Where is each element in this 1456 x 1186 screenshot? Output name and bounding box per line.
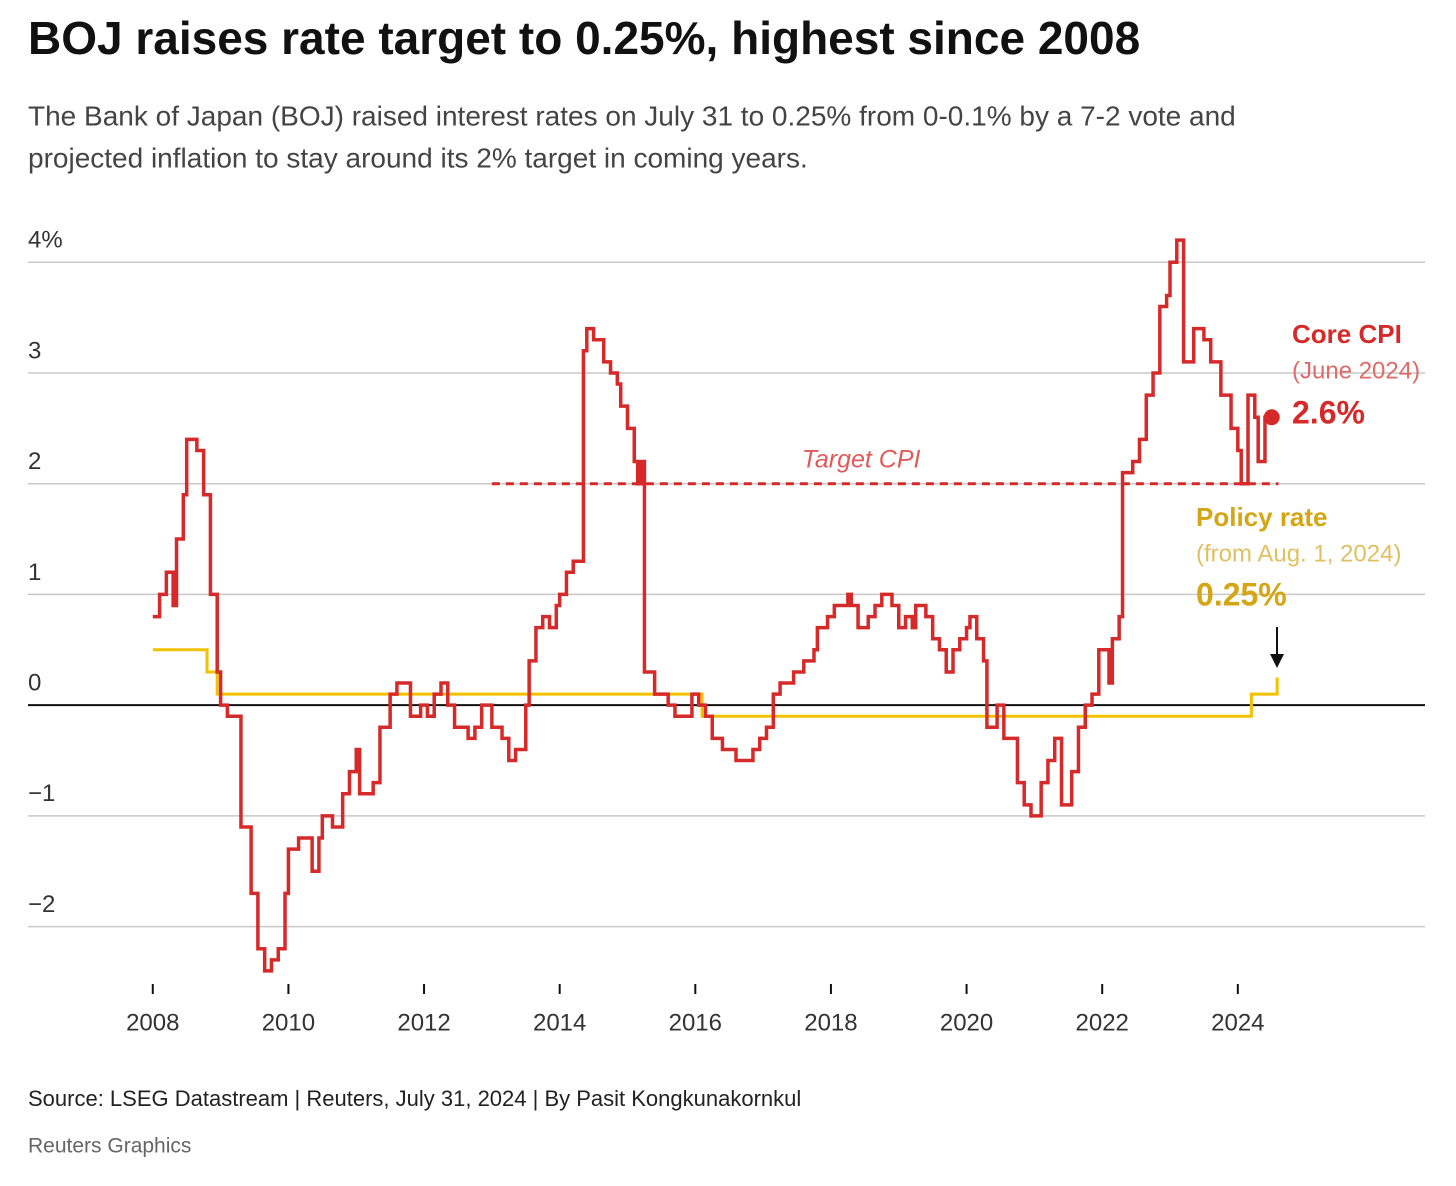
- credit: Reuters Graphics: [28, 1135, 191, 1158]
- end-label: 2.6%: [1292, 394, 1365, 430]
- x-tick-label: 2012: [397, 1009, 450, 1036]
- line-0: [152, 238, 1272, 973]
- end-dot: [1263, 409, 1280, 426]
- legend-note: (June 2024): [1292, 357, 1420, 384]
- legend-note: (from Aug. 1, 2024): [1196, 540, 1401, 567]
- y-tick-label: −2: [28, 891, 55, 918]
- line-1: [152, 648, 1279, 718]
- y-tick-label: 1: [28, 559, 41, 586]
- x-tick-label: 2022: [1076, 1009, 1129, 1036]
- legend-label: Policy rate: [1196, 502, 1328, 532]
- y-tick-label: 0: [28, 670, 41, 697]
- x-tick-label: 2016: [669, 1009, 722, 1036]
- target-label: Target CPI: [802, 445, 921, 473]
- x-tick-label: 2010: [262, 1009, 315, 1036]
- x-tick-label: 2024: [1211, 1009, 1264, 1036]
- y-tick-label: 4%: [28, 227, 63, 254]
- end-label: 0.25%: [1196, 576, 1287, 612]
- y-tick-label: −1: [28, 780, 55, 807]
- x-tick-label: 2020: [940, 1009, 993, 1036]
- subtitle: projected inflation to stay around its 2…: [28, 142, 808, 173]
- subtitle: The Bank of Japan (BOJ) raised interest …: [28, 100, 1236, 131]
- y-tick-label: 3: [28, 337, 41, 364]
- chart-title: BOJ raises rate target to 0.25%, highest…: [28, 12, 1140, 64]
- arrow-head: [1270, 654, 1284, 668]
- x-tick-label: 2008: [126, 1009, 179, 1036]
- x-tick-label: 2014: [533, 1009, 586, 1036]
- x-tick-label: 2018: [804, 1009, 857, 1036]
- source: Source: LSEG Datastream | Reuters, July …: [28, 1086, 801, 1111]
- y-tick-label: 2: [28, 448, 41, 475]
- legend-label: Core CPI: [1292, 319, 1402, 349]
